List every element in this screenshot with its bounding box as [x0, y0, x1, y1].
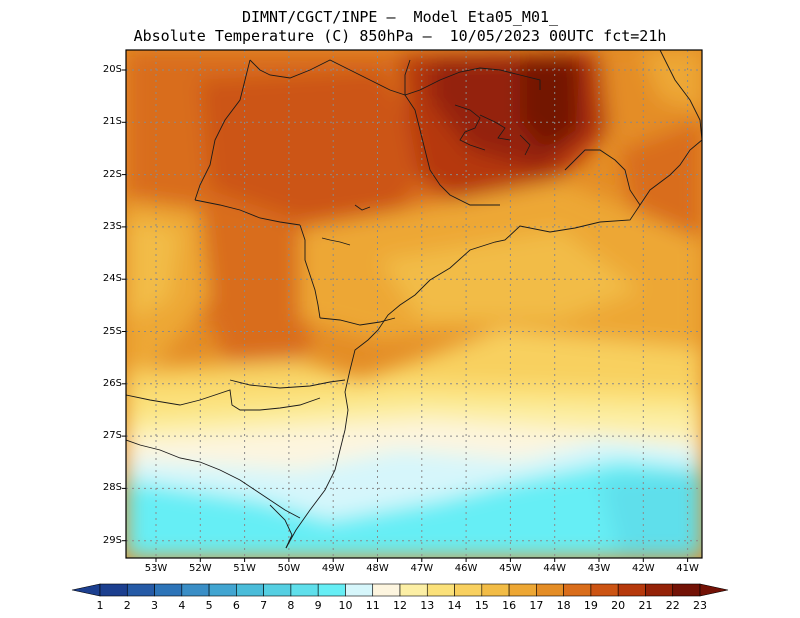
title-line-1: DIMNT/CGCT/INPE — Model Eta05_M01_	[241, 8, 559, 26]
colorbar-label: 9	[314, 599, 322, 612]
latitude-label: 29S	[102, 534, 122, 546]
longitude-label: 53W	[144, 563, 168, 574]
colorbar-swatch	[563, 583, 592, 597]
colorbar-swatch	[236, 583, 264, 597]
colorbar-label: 11	[365, 599, 380, 612]
latitude-label: 25S	[102, 325, 122, 337]
colorbar-label: 1	[96, 599, 104, 612]
colorbar-label: 6	[232, 599, 240, 612]
colorbar-label: 18	[556, 599, 571, 612]
colorbar-label: 2	[123, 599, 131, 612]
colorbar-swatch	[263, 583, 292, 597]
colorbar-swatch	[317, 583, 346, 597]
colorbar-label: 3	[151, 599, 159, 612]
latitude-label: 20S	[102, 64, 122, 75]
colorbar-swatch	[617, 583, 646, 597]
colorbar-swatch	[126, 583, 155, 597]
colorbar-swatch	[181, 583, 210, 597]
colorbar	[71, 583, 729, 597]
colorbar-label: 7	[260, 599, 268, 612]
colorbar-label: 13	[420, 599, 435, 612]
latitude-label: 24S	[102, 273, 122, 285]
latitude-label: 23S	[102, 220, 122, 232]
longitude-label: 42W	[631, 563, 655, 574]
colorbar-swatch	[645, 583, 674, 597]
colorbar-swatch	[399, 583, 428, 597]
coastline-borders	[125, 49, 703, 549]
colorbar-swatch	[372, 583, 401, 597]
longitude-label: 52W	[188, 563, 212, 574]
longitude-label: 45W	[499, 563, 522, 574]
colorbar-label: 20	[611, 599, 626, 612]
reservoirs	[321, 104, 531, 246]
longitude-label: 46W	[454, 563, 478, 574]
colorbar-label: 19	[583, 599, 598, 612]
title-line-2: Absolute Temperature (C) 850hPa — 10/05/…	[133, 27, 667, 45]
colorbar-label: 22	[665, 599, 680, 612]
colorbar-swatch	[208, 583, 237, 597]
latitude-label: 28S	[102, 482, 122, 494]
colorbar-label: 16	[502, 599, 517, 612]
colorbar-swatch	[426, 583, 455, 597]
colorbar-swatch	[590, 583, 619, 597]
colorbar-swatch	[345, 583, 374, 597]
longitude-label: 43W	[587, 563, 611, 574]
colorbar-label: 4	[178, 599, 186, 612]
colorbar-swatch	[99, 583, 128, 597]
colorbar-label: 12	[393, 599, 407, 612]
map-frame	[125, 49, 703, 559]
longitude-label: 41W	[676, 563, 699, 574]
latitude-label: 21S	[102, 116, 122, 128]
colorbar-label: 10	[338, 599, 353, 612]
colorbar-swatch	[536, 583, 564, 597]
longitude-label: 48W	[366, 563, 389, 574]
colorbar-label: 15	[474, 599, 489, 612]
grid-lines	[126, 50, 702, 558]
colorbar-label: 21	[638, 599, 653, 612]
colorbar-swatch	[290, 583, 319, 597]
colorbar-arrow-left	[71, 583, 101, 597]
colorbar-label: 14	[447, 599, 462, 612]
colorbar-label: 8	[287, 599, 295, 612]
colorbar-label: 23	[693, 599, 707, 612]
colorbar-swatch	[154, 583, 183, 597]
latitude-label: 27S	[102, 430, 122, 442]
colorbar-label: 5	[205, 599, 213, 612]
colorbar-swatch	[672, 583, 701, 597]
colorbar-swatch	[508, 583, 537, 597]
longitude-label: 51W	[233, 563, 256, 574]
longitude-label: 44W	[543, 563, 566, 574]
longitude-label: 47W	[410, 563, 434, 574]
colorbar-arrow-right	[699, 583, 729, 597]
latitude-label: 22S	[102, 168, 122, 180]
latitude-label: 26S	[102, 377, 122, 389]
longitude-label: 50W	[277, 563, 301, 574]
temperature-field	[126, 50, 702, 558]
colorbar-swatch	[481, 583, 510, 597]
colorbar-swatch	[454, 583, 483, 597]
longitude-label: 49W	[321, 563, 345, 574]
colorbar-label: 17	[529, 599, 544, 612]
